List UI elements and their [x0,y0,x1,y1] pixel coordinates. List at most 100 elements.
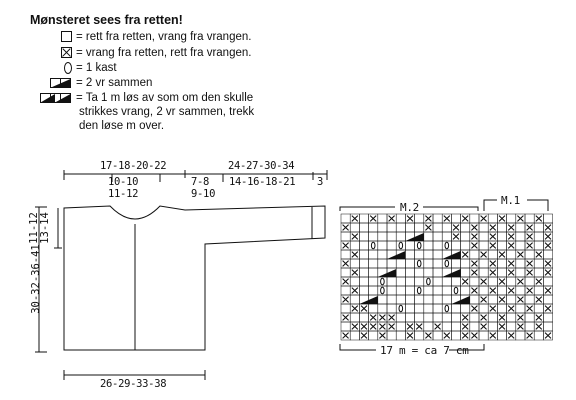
chart-cell [543,213,553,224]
chart-cell [432,222,443,233]
chart-cell [460,267,471,278]
chart-cell [432,249,443,260]
chart-cell [423,258,434,269]
purl-stitch-mark [507,242,515,249]
purl-stitch-mark [388,323,395,330]
chart-cell [451,321,461,332]
purl-stitch-mark [526,269,533,276]
purl-stitch-mark [471,242,478,249]
chart-cell [405,240,415,251]
chart-cell [386,276,397,287]
purl-stitch-mark [351,251,359,258]
chart-cell [432,267,443,278]
chart-cell [423,240,434,251]
chart-cell [533,267,544,278]
purl-stitch-mark [342,278,349,285]
purl-stitch-mark [526,233,533,240]
chart-cell [497,285,507,296]
chart-cell [359,213,369,224]
chart-cell [497,222,507,233]
chart-cell [359,231,369,242]
yarn-over-mark [416,241,422,250]
chart-cell [451,330,461,341]
chart-cell [515,285,526,296]
purl-stitch-mark [461,314,469,321]
purl-stitch-mark [480,251,487,258]
legend-item-yo: = 1 kast [40,62,117,74]
purl-stitch-mark [471,287,478,294]
chart-cell [460,303,471,314]
dim-sleeve-length: 24-27-30-34 [228,160,295,172]
chart-cell [340,303,351,314]
dim-bottom-width: 26-29-33-38 [100,378,167,390]
purl-stitch-mark [544,269,552,276]
chart-cell [533,231,544,242]
yarn-over-mark [370,241,376,250]
chart-cell [423,285,434,296]
chart-cell [543,312,553,323]
chart-cell [349,258,360,269]
chart-cell [487,213,498,224]
chart-cell [368,231,379,242]
chart-cell [414,267,425,278]
purl-stitch-mark [406,332,414,339]
chart-cell [478,258,489,269]
chart-cell [395,231,406,242]
chart-cell [395,312,406,323]
chart-cell [377,258,388,269]
purl-stitch-mark [388,215,395,222]
dim-sleeve-a: 7-8 [191,176,210,188]
chart-cell [432,213,443,224]
chart-cell [487,312,498,323]
chart-cell [451,276,461,287]
legend-item-dec3: = Ta 1 m løs av som om den skulle [40,92,253,104]
chart-cell [497,231,507,242]
purl-stitch-mark [461,278,469,285]
purl-stitch-mark [471,260,478,267]
chart-cell [386,231,397,242]
chart-cell [395,330,406,341]
chart-cell [349,240,360,251]
chart-cell [533,330,544,341]
purl-stitch-mark [507,287,515,294]
purl-stitch-mark [471,305,478,312]
chart-cell [460,231,471,242]
chart-cell [515,231,526,242]
chart-cell [377,213,388,224]
yarn-over-mark [398,304,404,313]
purl-stitch-mark [489,233,497,240]
chart-cell [497,330,507,341]
chart-cell [441,321,452,332]
yarn-over-mark [416,259,422,268]
purl-stitch-mark [507,332,515,339]
purl-stitch-mark [498,323,506,330]
chart-cell [405,294,415,305]
chart-cell [395,222,406,233]
chart-cell [386,294,397,305]
chart-cell [368,222,379,233]
chart-cell [414,312,425,323]
chart-cell [441,231,452,242]
chart-cell [377,240,388,251]
chart-cell [340,285,351,296]
chart-cell [359,258,369,269]
chart-cell [395,285,406,296]
chart-cell [478,222,489,233]
chart-cell [469,321,480,332]
chart-cell [487,249,498,260]
purl-stitch-mark [406,215,414,222]
dim-neck-2: 11-12 [108,188,139,200]
chart-cell [423,312,434,323]
purl-stitch-mark [342,296,349,303]
chart-cell [386,330,397,341]
purl-stitch-mark [452,233,460,240]
purl-stitch-mark [526,242,533,249]
chart-cell [368,303,379,314]
chart-cell [368,330,379,341]
chart-cell [469,276,480,287]
chart-cell [340,231,351,242]
chart-cell [506,249,517,260]
chart-cell [478,303,489,314]
yarn-over-mark [380,277,385,286]
chart-cell [395,321,406,332]
